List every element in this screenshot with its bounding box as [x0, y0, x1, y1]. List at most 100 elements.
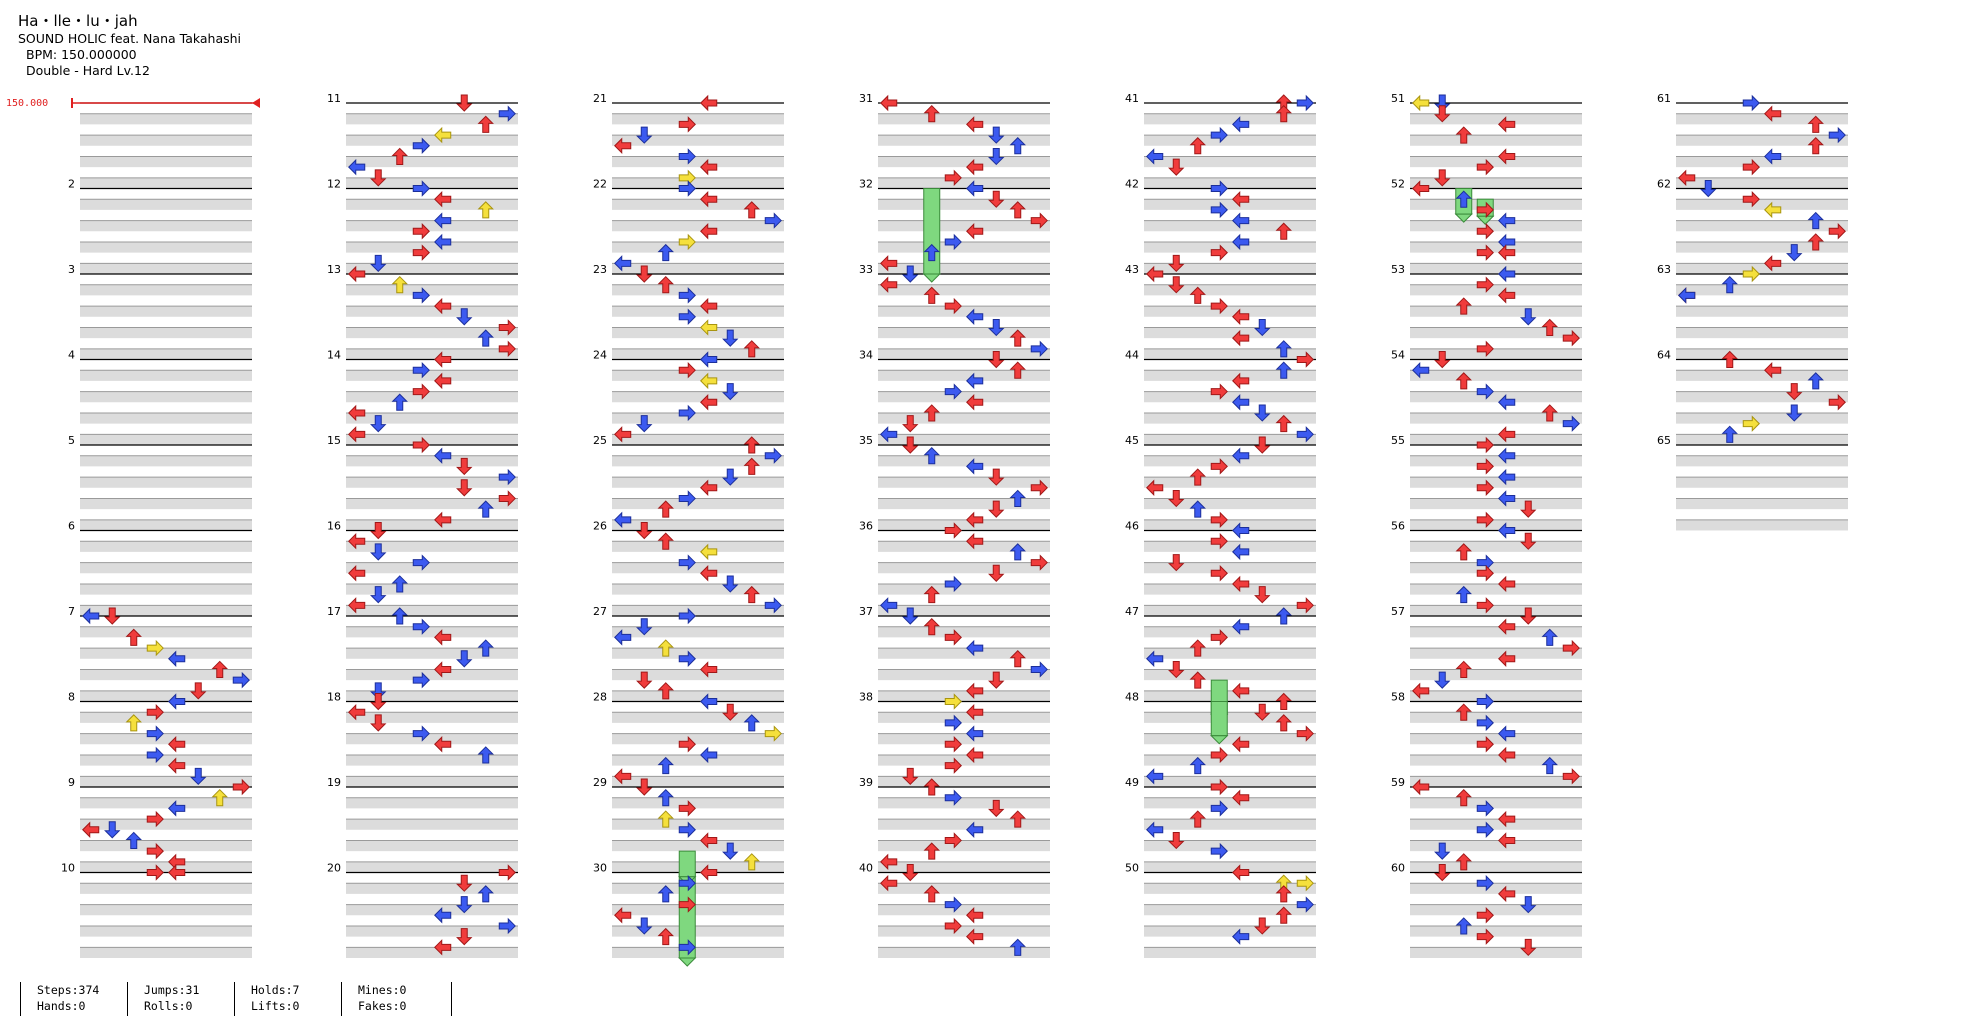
arrow-left-icon [348, 265, 366, 283]
beat-band [1410, 370, 1582, 381]
arrow-left-icon [1146, 265, 1164, 283]
beat-band [1410, 177, 1582, 189]
beat-band [1676, 135, 1848, 146]
beat-band [1410, 712, 1582, 723]
beat-band [1144, 605, 1316, 616]
arrow-up-icon [125, 831, 142, 849]
arrow-up-icon [1189, 671, 1206, 689]
beat-band [612, 113, 784, 125]
arrow-up-icon [1189, 810, 1206, 828]
arrow-up-icon [1189, 137, 1206, 155]
arrow-right-icon [944, 693, 962, 710]
arrow-right-icon [944, 629, 962, 646]
arrow-down-icon [1434, 864, 1451, 882]
arrow-up-icon [1455, 788, 1472, 807]
beat-band [878, 455, 1050, 467]
arrow-right-icon [412, 361, 430, 379]
arrow-right-icon [944, 522, 962, 539]
hold-note [923, 188, 941, 275]
arrow-down-icon [370, 522, 387, 540]
arrow-down-icon [1168, 254, 1185, 273]
arrow-down-icon [370, 714, 387, 732]
beat-band [612, 562, 784, 574]
beat-band [346, 455, 518, 467]
arrow-up-icon [477, 500, 494, 518]
beat-band [1410, 754, 1582, 766]
arrow-down-icon [1254, 917, 1271, 935]
arrow-right-icon [944, 383, 962, 400]
arrow-right-icon [1296, 426, 1314, 443]
arrow-right-icon [1210, 532, 1228, 550]
beat-band [612, 583, 784, 595]
beat-band [80, 391, 252, 403]
beat-band [878, 348, 1050, 360]
arrow-up-icon [1275, 692, 1292, 710]
arrow-left-icon [966, 682, 984, 700]
arrow-right-icon [1742, 415, 1760, 432]
beat-band [612, 477, 784, 488]
arrow-right-icon [1030, 479, 1048, 496]
arrow-down-icon [1254, 318, 1271, 337]
hold-tail [1476, 215, 1495, 225]
hold-note [1210, 701, 1228, 737]
arrow-right-icon [678, 800, 696, 817]
arrow-left-icon [1232, 789, 1250, 806]
arrow-down-icon [902, 864, 919, 882]
beat-band [1676, 177, 1848, 189]
arrow-down-icon [636, 671, 653, 689]
arrow-down-icon [1520, 500, 1537, 518]
arrow-up-icon [743, 201, 760, 219]
arrow-right-icon [1296, 597, 1314, 614]
beat-band [612, 883, 784, 894]
arrow-right-icon [678, 650, 696, 667]
arrow-left-icon [1498, 575, 1516, 593]
beat-band [80, 327, 252, 339]
arrow-right-icon [1210, 244, 1228, 261]
measure-number: 50 [1125, 862, 1139, 875]
measure-number: 9 [68, 776, 75, 789]
arrow-left-icon [1412, 94, 1430, 112]
arrow-up-icon [477, 746, 494, 764]
arrow-right-icon [1476, 928, 1494, 945]
arrow-down-icon [1786, 404, 1803, 422]
arrow-up-icon [743, 853, 760, 871]
arrow-right-icon [1742, 190, 1760, 208]
arrow-down-icon [456, 650, 473, 668]
measure-number: 40 [859, 862, 873, 875]
arrow-right-icon [1562, 639, 1580, 657]
beat-band [80, 840, 252, 852]
arrow-left-icon [880, 597, 898, 614]
measure-number: 25 [593, 434, 607, 447]
arrow-down-icon [456, 928, 473, 946]
arrow-up-icon [1455, 372, 1472, 390]
arrow-right-icon [1476, 436, 1494, 454]
beat-band [1144, 904, 1316, 916]
arrow-left-icon [168, 693, 186, 710]
arrow-right-icon [146, 703, 164, 721]
beat-band [346, 754, 518, 766]
arrow-right-icon [412, 554, 430, 571]
beat-band [612, 519, 784, 531]
beat-band [1144, 434, 1316, 445]
arrow-up-icon [657, 682, 674, 700]
arrow-up-icon [923, 446, 940, 465]
beat-band [878, 925, 1050, 937]
measure-number: 8 [68, 691, 75, 704]
arrow-right-icon [944, 832, 962, 849]
measure-number: 13 [327, 263, 341, 276]
stat-rolls: Rolls:0 [144, 999, 193, 1013]
arrow-left-icon [1498, 468, 1516, 486]
arrow-left-icon [1764, 361, 1782, 379]
arrow-down-icon [636, 522, 653, 540]
arrow-right-icon [944, 896, 962, 913]
beat-band [1144, 412, 1316, 424]
beat-band [878, 199, 1050, 210]
beat-band [878, 904, 1050, 916]
arrow-right-icon [1476, 597, 1494, 614]
beat-band [1144, 754, 1316, 766]
beat-band [878, 113, 1050, 125]
beat-band [346, 840, 518, 852]
beat-band [1144, 113, 1316, 125]
beat-band [612, 220, 784, 232]
stats-group-1: Steps:374 Hands:0 [20, 982, 99, 1016]
